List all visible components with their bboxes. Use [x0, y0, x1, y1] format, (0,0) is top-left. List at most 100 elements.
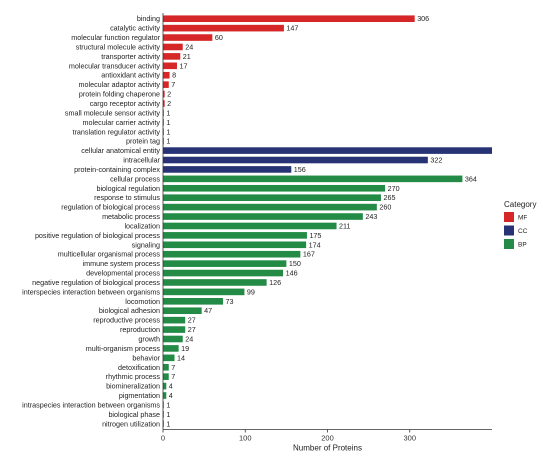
data-label: 1 [166, 108, 170, 117]
data-label: 27 [188, 316, 196, 325]
legend-swatch-mf [504, 212, 514, 222]
category-label: intracellular [123, 156, 160, 165]
category-label: molecular transducer activity [69, 61, 160, 70]
data-label: 174 [309, 240, 321, 249]
category-label: translation regulator activity [73, 127, 161, 136]
data-label: 167 [303, 250, 315, 259]
bar [163, 222, 337, 230]
data-label: 270 [388, 184, 400, 193]
data-label: 211 [339, 221, 350, 230]
category-label: reproduction [120, 325, 160, 334]
bar [163, 81, 169, 88]
data-label: 19 [181, 344, 189, 353]
data-label: 8 [172, 71, 176, 80]
category-label: transporter activity [101, 52, 160, 61]
data-label: 1 [166, 410, 170, 419]
category-label: detoxification [118, 363, 160, 372]
bar [163, 260, 287, 267]
data-label: 260 [379, 203, 391, 212]
data-label: 364 [465, 174, 477, 183]
x-tick-label: 200 [321, 433, 334, 442]
bar [163, 250, 301, 258]
data-label: 14 [177, 353, 185, 362]
bar [163, 15, 415, 23]
bar [163, 213, 363, 220]
legend-label-bp: BP [518, 242, 527, 249]
data-label: 1 [166, 400, 170, 409]
category-label: cargo receptor activity [90, 99, 161, 108]
bar [163, 269, 284, 277]
bar [163, 392, 167, 399]
category-label: catalytic activity [110, 24, 160, 33]
data-label: 24 [185, 42, 193, 51]
bar [163, 373, 169, 380]
category-label: protein folding chaperone [79, 90, 160, 99]
bar [163, 279, 267, 286]
bar [163, 62, 177, 70]
data-label: 147 [286, 24, 298, 33]
bar [163, 335, 183, 343]
category-label: pigmentation [119, 391, 160, 400]
category-label: binding [137, 14, 160, 23]
bar [163, 53, 181, 60]
data-label: 47 [204, 306, 212, 315]
legend-title: Category [504, 200, 536, 209]
data-label: 1 [166, 137, 170, 146]
category-label: small molecule sensor activity [65, 108, 160, 117]
bar [163, 288, 245, 296]
category-label: structural molecule activity [76, 42, 161, 51]
bar [163, 298, 224, 305]
category-label: multi-organism process [86, 344, 161, 353]
category-label: biological adhesion [99, 306, 160, 315]
category-label: molecular function regulator [71, 33, 160, 42]
data-label: 7 [171, 372, 175, 381]
bar [163, 24, 284, 32]
category-label: developmental process [86, 269, 160, 278]
legend-swatch-cc [504, 225, 514, 236]
category-label: regulation of biological process [61, 203, 160, 212]
category-label: localization [124, 221, 160, 230]
bar [163, 194, 381, 201]
data-label: 156 [294, 165, 306, 174]
data-label: 1 [166, 419, 170, 428]
category-label: interspecies interaction between organis… [22, 287, 160, 296]
bar [163, 128, 164, 136]
x-tick-label: 300 [403, 433, 416, 442]
category-label: protein tag [126, 137, 160, 146]
bar [163, 34, 213, 41]
legend-label-cc: CC [518, 228, 528, 235]
data-label: 265 [383, 193, 395, 202]
category-label: metabolic process [102, 212, 160, 221]
bar [163, 175, 463, 183]
data-label: 2 [167, 90, 171, 99]
data-label: 17 [179, 61, 187, 70]
bar [163, 109, 164, 117]
data-label: 306 [417, 14, 429, 23]
data-label: 7 [171, 363, 175, 372]
data-label: 150 [289, 259, 301, 268]
data-label: 2 [167, 99, 171, 108]
data-label: 4 [169, 391, 173, 400]
bar [163, 363, 169, 371]
data-label: 1 [166, 118, 170, 127]
bar [163, 166, 292, 173]
category-label: locomotion [125, 297, 160, 306]
category-label: antioxidant activity [101, 71, 160, 80]
category-label: growth [138, 334, 160, 343]
data-label: 60 [215, 33, 223, 42]
bar [163, 382, 167, 390]
bar [163, 156, 428, 164]
bar [163, 307, 202, 315]
bar [163, 71, 170, 79]
data-label: 322 [430, 156, 442, 165]
category-label: biomineralization [106, 382, 160, 391]
category-label: molecular adaptor activity [79, 80, 161, 89]
category-label: biological regulation [96, 184, 160, 193]
data-label: 21 [183, 52, 191, 61]
bar [163, 401, 164, 409]
bar [163, 316, 186, 324]
data-label: 27 [188, 325, 196, 334]
data-label: 175 [309, 231, 321, 240]
